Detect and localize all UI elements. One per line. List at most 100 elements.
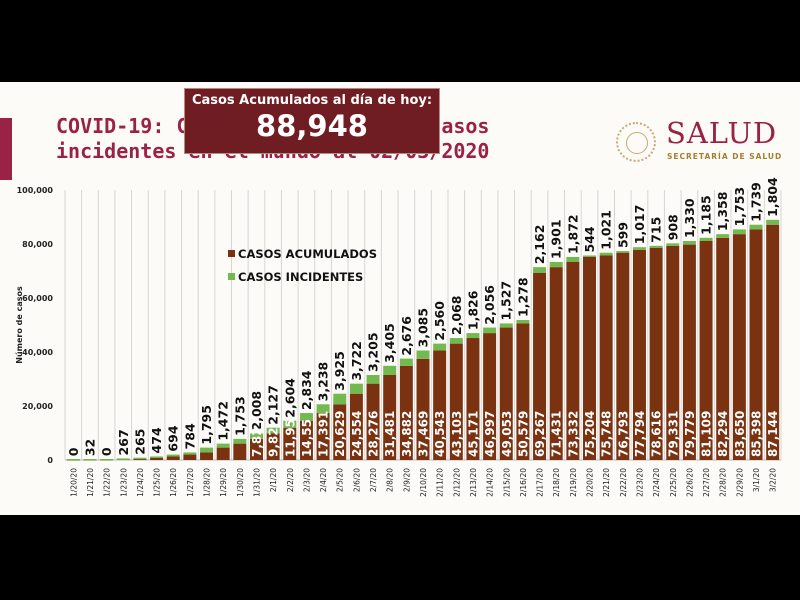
- incident-label: 2,560: [432, 301, 447, 341]
- accumulated-label: 78,616: [650, 411, 664, 457]
- total-callout: Casos Acumulados al día de hoy: 88,948: [184, 88, 440, 154]
- bar-incident: [766, 219, 780, 225]
- bar-accumulated: [333, 404, 347, 460]
- bar-incident: [366, 375, 380, 384]
- bar-accumulated: [616, 252, 630, 460]
- x-tick-label: 3/2/20: [769, 468, 778, 492]
- x-tick-label: 2/4/20: [319, 468, 328, 492]
- bar-incident: [233, 438, 247, 444]
- bar-accumulated: [433, 350, 447, 460]
- accumulated-label: 79,331: [666, 411, 680, 457]
- incident-label: 3,722: [349, 341, 364, 381]
- logo-subtitle: SECRETARÍA DE SALUD: [667, 152, 783, 161]
- accumulated-label: 17,391: [317, 411, 331, 457]
- logo-brand: SALUD: [666, 116, 778, 150]
- bar-incident: [666, 243, 680, 246]
- accumulated-label: 69,267: [533, 411, 547, 457]
- legend-swatch-accumulated: [228, 250, 235, 257]
- incident-label: 3,925: [332, 351, 347, 391]
- x-tick-label: 2/2/20: [286, 468, 295, 492]
- bar-incident: [433, 343, 447, 351]
- bar-accumulated: [716, 237, 730, 460]
- bar-accumulated: [483, 333, 497, 460]
- accumulated-label: 83,650: [733, 411, 747, 457]
- bar-accumulated: [366, 383, 380, 460]
- bar-incident: [216, 443, 230, 448]
- x-tick-label: 2/9/20: [402, 468, 411, 492]
- incident-label: 1,017: [632, 205, 647, 245]
- x-tick-label: 1/27/20: [186, 468, 195, 497]
- bar-accumulated: [466, 338, 480, 460]
- bar-accumulated: [599, 255, 613, 460]
- y-tick-label: 40,000: [22, 348, 53, 357]
- bar-accumulated: [516, 323, 530, 460]
- x-tick-label: 2/5/20: [336, 468, 345, 492]
- incident-label: 599: [615, 222, 630, 248]
- x-tick-label: 2/13/20: [469, 468, 478, 497]
- incident-label: 3,405: [382, 323, 397, 363]
- accumulated-label: 87,144: [766, 411, 780, 457]
- accumulated-label: 34,882: [400, 411, 414, 457]
- accumulated-label: 81,109: [700, 411, 714, 457]
- bar-incident: [133, 457, 147, 460]
- bar-incident: [416, 350, 430, 359]
- y-tick-label: 100,000: [17, 186, 54, 195]
- incident-label: 32: [82, 439, 97, 456]
- accent-bar: [0, 118, 12, 180]
- accumulated-label: 71,431: [550, 411, 564, 457]
- incident-label: 2,834: [299, 370, 314, 410]
- legend-label-incident: CASOS INCIDENTES: [238, 270, 363, 284]
- bar-incident: [299, 413, 313, 421]
- x-tick-label: 1/23/20: [119, 468, 128, 497]
- bar-accumulated: [216, 447, 230, 460]
- incident-label: 2,127: [266, 385, 281, 425]
- x-tick-label: 2/6/20: [352, 468, 361, 492]
- incident-label: 1,021: [599, 210, 614, 250]
- accumulated-label: 77,794: [633, 411, 647, 457]
- x-tick-label: 2/15/20: [502, 468, 511, 497]
- accumulated-label: 37,469: [417, 411, 431, 457]
- bar-accumulated: [699, 241, 713, 460]
- bar-incident: [616, 251, 630, 253]
- y-tick-label: 80,000: [22, 240, 53, 249]
- bar-incident: [150, 456, 164, 458]
- bar-accumulated: [266, 433, 280, 460]
- accumulated-label: 14,55: [300, 419, 314, 457]
- bar-incident: [732, 229, 746, 235]
- x-tick-label: 2/27/20: [702, 468, 711, 497]
- bar-incident: [649, 245, 663, 248]
- bar-incident: [83, 459, 97, 461]
- bar-incident: [549, 262, 563, 268]
- x-tick-label: 2/22/20: [619, 468, 628, 497]
- legend-swatch-incident: [228, 273, 235, 280]
- bar-accumulated: [749, 229, 763, 460]
- bar-accumulated: [499, 327, 513, 460]
- bar-accumulated: [533, 272, 547, 460]
- x-tick-label: 2/24/20: [652, 468, 661, 497]
- bar-accumulated: [233, 443, 247, 460]
- bar-incident: [66, 459, 80, 461]
- legend-label-accumulated: CASOS ACUMULADOS: [238, 247, 377, 261]
- incident-label: 2,056: [482, 285, 497, 325]
- bar-incident: [399, 358, 413, 366]
- accumulated-label: 75,204: [583, 411, 597, 457]
- bar-incident: [200, 447, 214, 453]
- bar-accumulated: [150, 457, 164, 460]
- accumulated-label: 9,82: [267, 427, 281, 457]
- accumulated-label: 75,748: [600, 411, 614, 457]
- incident-label: 1,527: [499, 281, 514, 321]
- incident-label: 0: [66, 447, 81, 456]
- bar-accumulated: [249, 438, 263, 460]
- incident-label: 1,185: [699, 195, 714, 235]
- x-tick-label: 2/12/20: [452, 468, 461, 497]
- incident-label: 474: [149, 427, 164, 453]
- bar-accumulated: [583, 256, 597, 460]
- bar-incident: [166, 454, 180, 457]
- accumulated-label: 49,053: [500, 411, 514, 457]
- bar-accumulated: [549, 267, 563, 460]
- x-tick-label: 2/18/20: [552, 468, 561, 497]
- bar-incident: [349, 383, 363, 394]
- x-tick-label: 1/25/20: [153, 468, 162, 497]
- bar-accumulated: [200, 452, 214, 460]
- accumulated-label: 82,294: [716, 411, 730, 457]
